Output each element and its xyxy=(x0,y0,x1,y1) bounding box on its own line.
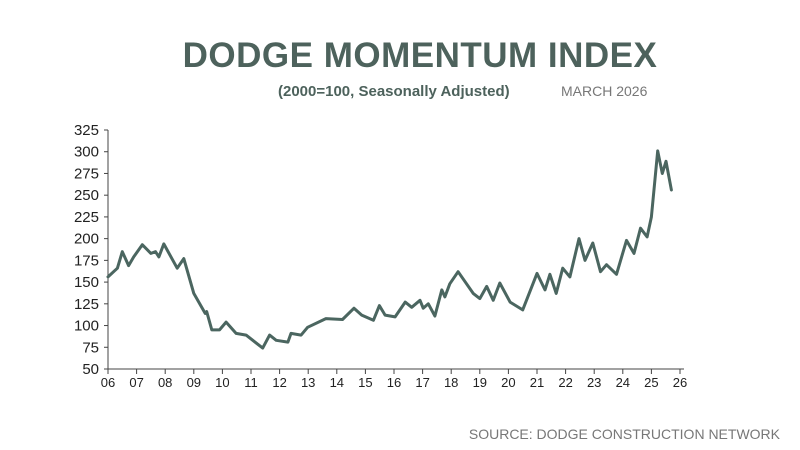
x-tick-label: 24 xyxy=(616,375,630,390)
y-tick-label: 125 xyxy=(74,296,99,313)
y-tick-label: 325 xyxy=(74,122,99,139)
source-note: SOURCE: DODGE CONSTRUCTION NETWORK xyxy=(468,426,780,442)
chart-title: DODGE MOMENTUM INDEX xyxy=(182,36,658,75)
x-tick-label: 10 xyxy=(215,375,229,390)
x-tick-label: 16 xyxy=(387,375,401,390)
x-tick-label: 26 xyxy=(673,375,687,390)
date-label: MARCH 2026 xyxy=(561,83,648,99)
x-tick-label: 23 xyxy=(587,375,601,390)
x-tick-label: 17 xyxy=(415,375,429,390)
x-tick-label: 19 xyxy=(473,375,487,390)
y-tick-label: 225 xyxy=(74,209,99,226)
x-tick-label: 09 xyxy=(187,375,201,390)
y-tick-label: 75 xyxy=(82,339,99,356)
x-tick-label: 18 xyxy=(444,375,458,390)
series-line-dodge-momentum-index xyxy=(106,149,673,350)
x-tick-label: 06 xyxy=(101,375,115,390)
x-tick-label: 07 xyxy=(129,375,143,390)
x-tick-label: 14 xyxy=(330,375,344,390)
x-tick-label: 12 xyxy=(272,375,286,390)
y-tick-label: 200 xyxy=(74,231,99,248)
x-tick-label: 15 xyxy=(358,375,372,390)
y-tick-label: 100 xyxy=(74,318,99,335)
x-tick-label: 25 xyxy=(644,375,658,390)
x-tick-label: 22 xyxy=(558,375,572,390)
y-tick-label: 175 xyxy=(74,252,99,269)
y-tick-label: 300 xyxy=(74,144,99,161)
x-tick-label: 11 xyxy=(244,375,258,390)
y-tick-label: 150 xyxy=(74,274,99,291)
x-tick-label: 08 xyxy=(158,375,172,390)
x-tick-label: 20 xyxy=(501,375,515,390)
x-tick-label: 21 xyxy=(530,375,544,390)
y-tick-label: 250 xyxy=(74,187,99,204)
y-tick-label: 275 xyxy=(74,165,99,182)
chart-subtitle: (2000=100, Seasonally Adjusted) xyxy=(278,83,510,100)
x-tick-label: 13 xyxy=(301,375,315,390)
y-tick-label: 50 xyxy=(82,361,99,378)
